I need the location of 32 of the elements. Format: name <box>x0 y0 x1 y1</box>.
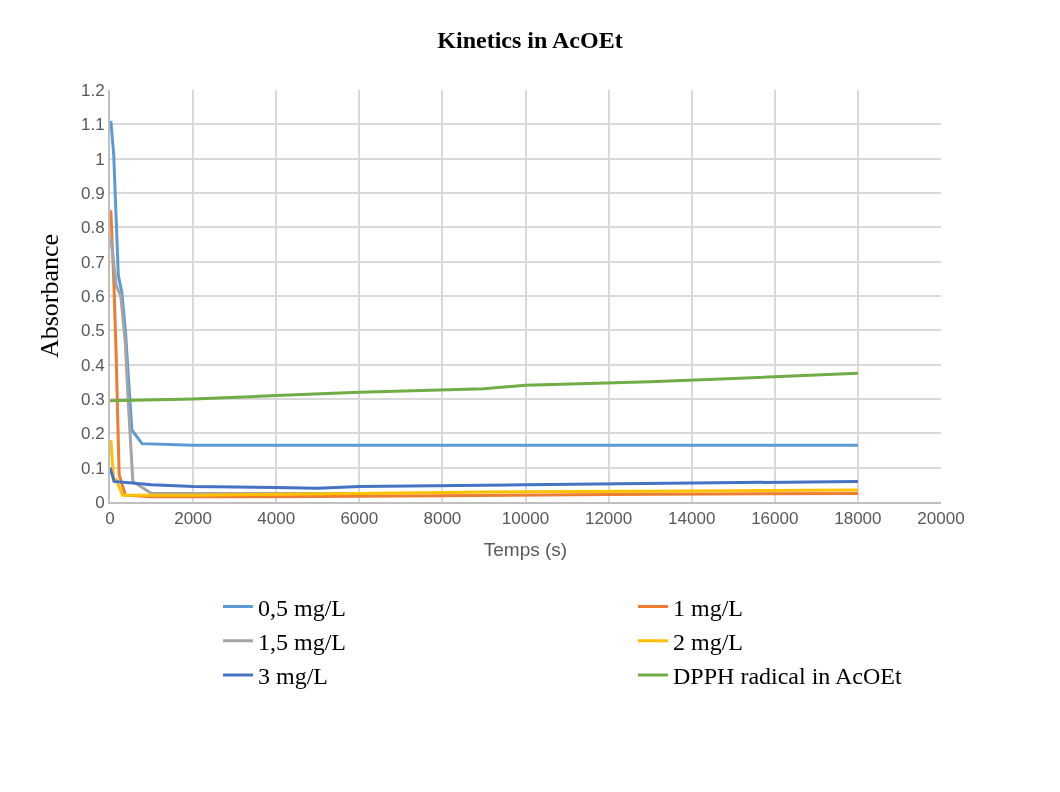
y-tick-label: 0.6 <box>80 286 105 306</box>
chart-title: Kinetics in AcOEt <box>437 27 623 54</box>
x-tick-label: 4000 <box>257 509 296 529</box>
x-tick-label: 2000 <box>174 509 213 529</box>
y-axis-title: Absorbance <box>34 233 64 359</box>
x-tick-label: 6000 <box>340 509 379 529</box>
y-tick-label: 0.7 <box>80 252 105 272</box>
legend-label: 0,5 mg/L <box>258 594 347 621</box>
x-tick-label: 16000 <box>751 509 799 529</box>
y-tick-label: 1 <box>95 149 105 169</box>
x-tick-label: 10000 <box>501 509 550 529</box>
y-tick-label: 0.9 <box>80 183 105 203</box>
x-axis-title: Temps (s) <box>483 538 568 560</box>
legend-label: 3 mg/L <box>258 663 329 690</box>
x-tick-label: 8000 <box>423 509 462 529</box>
x-tick-label: 14000 <box>668 509 716 529</box>
legend-label: 2 mg/L <box>673 629 744 656</box>
y-tick-label: 0.1 <box>80 458 105 478</box>
y-tick-label: 0.5 <box>80 321 105 341</box>
x-tick-label: 12000 <box>584 509 633 529</box>
y-tick-label: 0.4 <box>80 355 105 375</box>
y-tick-label: 0 <box>95 492 105 512</box>
legend-label: DPPH radical in AcOEt <box>673 663 902 690</box>
y-tick-label: 0.3 <box>80 389 105 409</box>
x-tick-label: 20000 <box>917 509 965 529</box>
y-tick-label: 0.8 <box>80 218 105 238</box>
legend-label: 1,5 mg/L <box>258 629 347 656</box>
y-tick-label: 1.1 <box>80 115 105 135</box>
x-tick-label: 18000 <box>834 509 882 529</box>
y-tick-label: 0.2 <box>80 424 105 444</box>
legend-label: 1 mg/L <box>673 594 744 621</box>
y-tick-label: 1.2 <box>80 80 105 100</box>
